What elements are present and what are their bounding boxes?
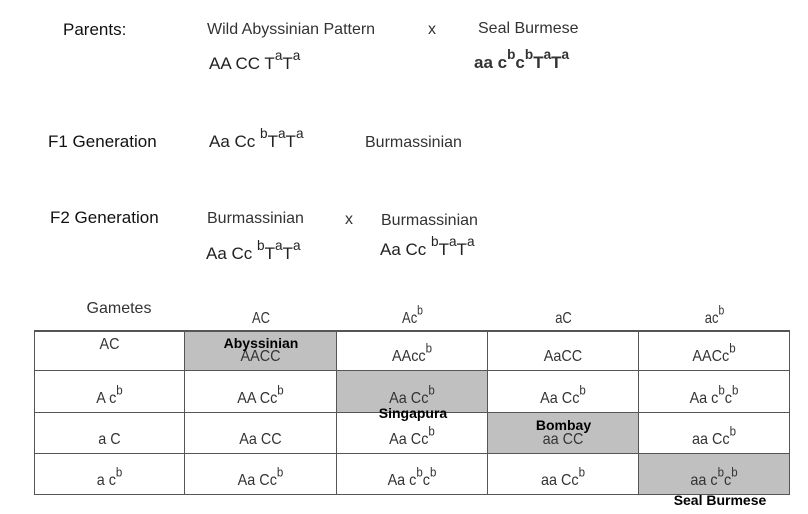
cross-symbol: x	[428, 21, 436, 38]
offspring-cell: Aa Ccb	[337, 413, 488, 454]
parents-label: Parents:	[63, 20, 127, 39]
parent2-name: Seal Burmese	[478, 20, 579, 37]
offspring-cell: Aa cbcb	[337, 454, 488, 495]
column-gamete: AC	[251, 310, 270, 327]
offspring-genotype: Aa cbcb	[689, 382, 739, 407]
offspring-genotype: Aa cbcb	[387, 464, 437, 489]
offspring-genotype: AACcb	[692, 340, 736, 365]
column-gamete: Acb	[402, 302, 423, 327]
offspring-cell: AaCC	[488, 330, 639, 371]
offspring-genotype: AaCC	[543, 348, 583, 365]
phenotype-seal-burmese: Seal Burmese	[673, 492, 767, 508]
row-gamete: A cb	[96, 382, 123, 407]
offspring-genotype: aa Ccb	[691, 423, 737, 448]
phenotype-singapura: Singapura	[378, 405, 448, 421]
offspring-genotype: AACC	[240, 348, 281, 365]
offspring-cell: Aa cbcb	[639, 371, 790, 413]
offspring-genotype: AAccb	[391, 340, 433, 365]
offspring-cell: aa cbcb	[639, 454, 790, 495]
punnett-square: AC AACC AAccb AaCC AACcb A cb AA Ccb Aa Ccb Aa C…	[34, 330, 790, 495]
offspring-genotype: Aa Ccb	[540, 382, 586, 407]
row-gamete-cell: a C	[34, 413, 185, 454]
offspring-cell: AACcb	[639, 330, 790, 371]
parent2-genotype: aa cbcbTaTa	[474, 47, 570, 72]
offspring-cell: Aa Ccb	[337, 371, 488, 413]
column-gamete: acb	[704, 302, 725, 327]
row-gamete: a C	[98, 431, 121, 448]
offspring-genotype: aa Ccb	[540, 464, 586, 489]
offspring-genotype: Aa Ccb	[389, 423, 435, 448]
f1-label: F1 Generation	[48, 132, 157, 151]
offspring-cell: AA Ccb	[185, 371, 337, 413]
row-gamete-cell: a cb	[34, 454, 185, 495]
offspring-genotype: AA Ccb	[237, 382, 284, 407]
row-gamete: AC	[99, 336, 120, 353]
offspring-genotype: Aa Ccb	[237, 464, 284, 489]
f2-parent1-genotype: Aa Cc bTaTa	[206, 238, 301, 263]
f2-label: F2 Generation	[50, 208, 159, 227]
f2-parent2-genotype: Aa Cc bTaTa	[380, 234, 475, 259]
row-gamete-cell: A cb	[34, 371, 185, 413]
offspring-cell: AAccb	[337, 330, 488, 371]
offspring-cell: aa Ccb	[488, 454, 639, 495]
offspring-cell: Aa Ccb	[488, 371, 639, 413]
offspring-genotype: Aa Ccb	[389, 382, 435, 407]
offspring-cell: Aa CC	[185, 413, 337, 454]
column-gamete: aC	[555, 310, 572, 327]
phenotype-abyssinian: Abyssinian	[223, 335, 299, 351]
offspring-genotype: Aa CC	[239, 431, 282, 448]
parent1-genotype: AA CC TaTa	[209, 48, 301, 73]
row-gamete: a cb	[96, 464, 123, 489]
offspring-cell: aa Ccb	[639, 413, 790, 454]
parent1-name: Wild Abyssinian Pattern	[207, 21, 376, 38]
offspring-cell: AACC	[185, 330, 337, 371]
f1-name: Burmassinian	[365, 134, 462, 151]
row-gamete-cell: AC	[34, 330, 185, 371]
f2-parent1-name: Burmassinian	[207, 210, 304, 227]
phenotype-bombay: Bombay	[535, 417, 592, 433]
f2-parent2-name: Burmassinian	[381, 212, 478, 229]
offspring-genotype: aa CC	[542, 431, 584, 448]
offspring-genotype: aa cbcb	[690, 464, 738, 489]
offspring-cell: aa CC	[488, 413, 639, 454]
offspring-cell: Aa Ccb	[185, 454, 337, 495]
f2-cross-symbol: x	[345, 211, 353, 228]
gametes-label: Gametes	[86, 300, 152, 317]
f1-genotype: Aa Cc bTaTa	[209, 126, 304, 151]
